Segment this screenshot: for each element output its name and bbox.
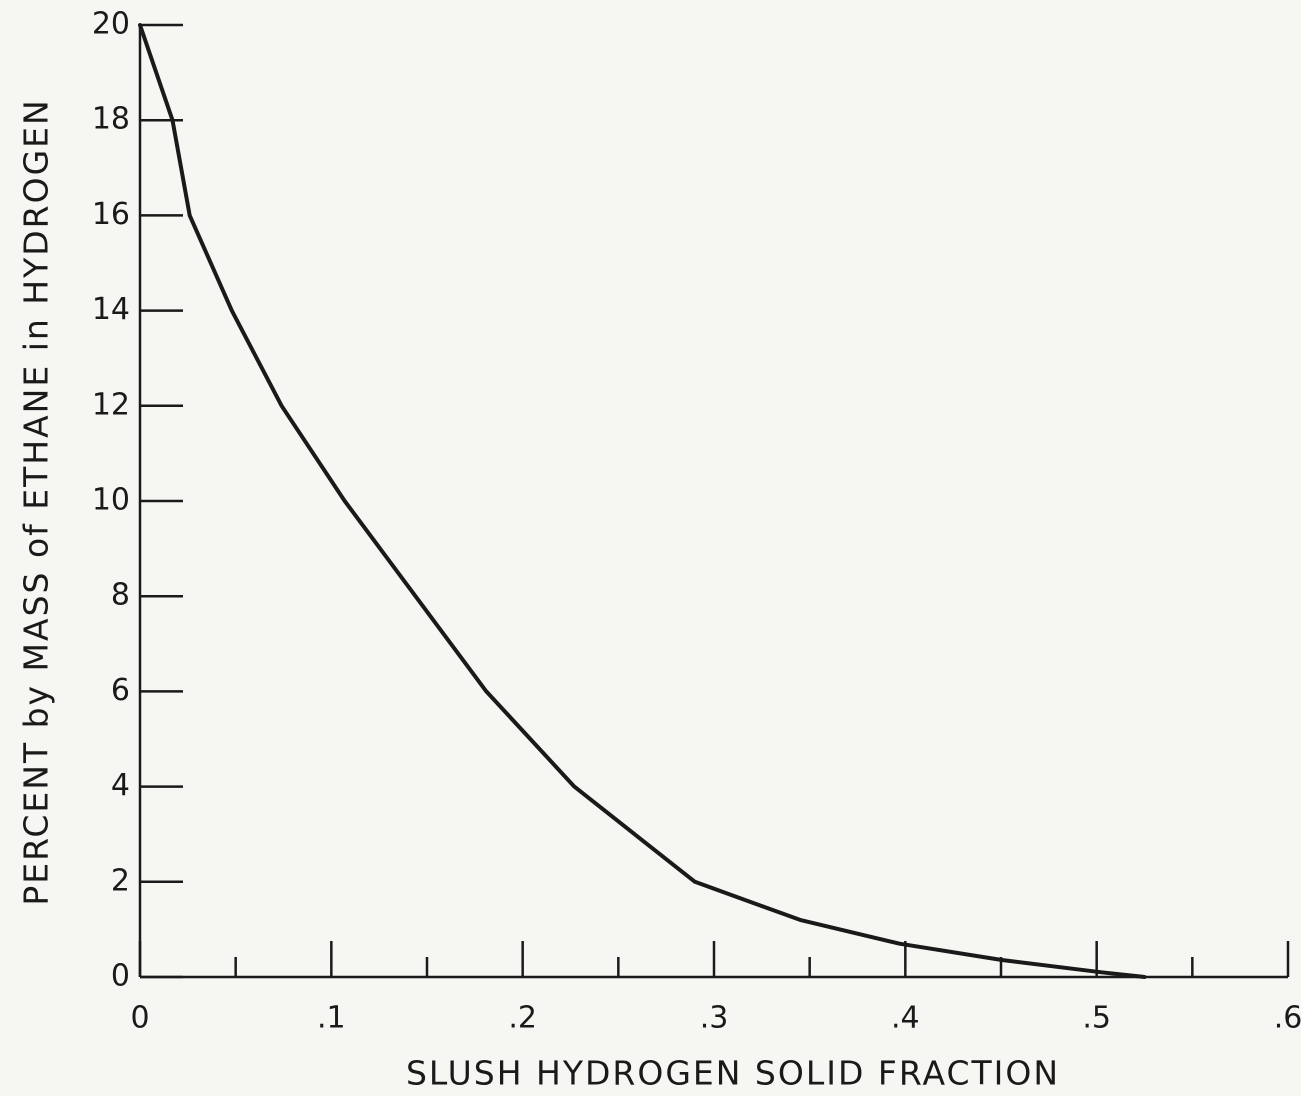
x-tick-label: .3: [700, 1001, 729, 1036]
x-tick-label: .2: [508, 1001, 537, 1036]
y-tick-label: 4: [111, 768, 130, 803]
y-tick-label: 2: [111, 863, 130, 898]
x-tick-label: .4: [891, 1001, 920, 1036]
y-tick-label: 10: [92, 483, 130, 518]
y-axis-label: PERCENT by MASS of ETHANE in HYDROGEN: [17, 98, 56, 905]
y-tick-label: 18: [92, 102, 130, 137]
x-tick-label: .5: [1082, 1001, 1111, 1036]
y-tick-label: 20: [92, 7, 130, 42]
curve: [138, 23, 1147, 979]
y-tick-label: 12: [92, 387, 130, 422]
x-axis-label: SLUSH HYDROGEN SOLID FRACTION: [406, 1054, 1060, 1093]
y-tick-label: 16: [92, 197, 130, 232]
x-tick-label: 0: [130, 1001, 149, 1036]
y-tick-label: 6: [111, 673, 130, 708]
y-tick-label: 0: [111, 959, 130, 994]
y-tick-label: 8: [111, 578, 130, 613]
y-tick-label: 14: [92, 292, 130, 327]
x-tick-label: .6: [1274, 1001, 1301, 1036]
x-tick-label: .1: [317, 1001, 346, 1036]
